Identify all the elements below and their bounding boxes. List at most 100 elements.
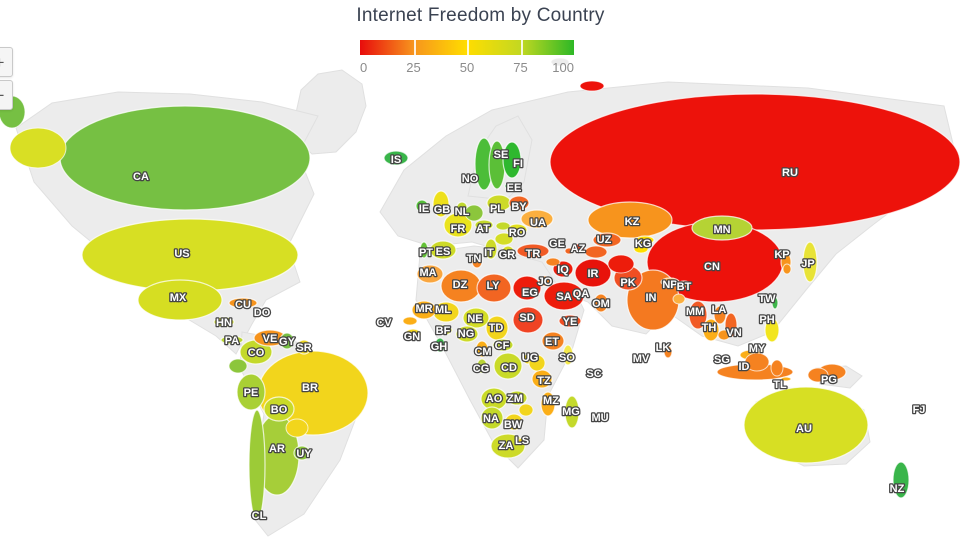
country-patch[interactable] xyxy=(545,257,561,267)
country-patch[interactable] xyxy=(495,221,511,231)
country-region-sa[interactable] xyxy=(543,281,585,311)
country-region-ly[interactable] xyxy=(476,273,512,303)
country-patch[interactable] xyxy=(550,57,570,67)
country-region-bo[interactable] xyxy=(263,396,295,422)
country-region-it[interactable] xyxy=(484,238,498,260)
country-region-ne[interactable] xyxy=(462,307,490,329)
country-region-dz[interactable] xyxy=(440,269,482,303)
country-region-jp[interactable] xyxy=(802,241,818,283)
country-region-np[interactable] xyxy=(660,277,680,287)
zoom-in-button[interactable]: + xyxy=(0,47,13,77)
country-region-ca[interactable] xyxy=(59,105,311,211)
country-patch[interactable] xyxy=(633,244,649,254)
country-region-ml[interactable] xyxy=(432,301,460,323)
country-region-pa[interactable] xyxy=(220,335,244,345)
country-patch[interactable] xyxy=(782,263,792,275)
country-region-ye[interactable] xyxy=(558,314,582,328)
country-region-bt[interactable] xyxy=(677,280,691,288)
country-region-tr[interactable] xyxy=(516,243,550,259)
country-region-mm[interactable] xyxy=(688,300,708,330)
country-region-tl[interactable] xyxy=(780,376,792,382)
country-region-ge[interactable] xyxy=(549,238,565,248)
country-patch[interactable] xyxy=(528,354,546,372)
country-region-nl[interactable] xyxy=(456,201,468,213)
country-region-jo[interactable] xyxy=(538,275,552,287)
country-region-fi[interactable] xyxy=(502,141,522,179)
country-patch[interactable] xyxy=(607,254,635,274)
country-region-by[interactable] xyxy=(508,195,530,211)
country-patch[interactable] xyxy=(9,127,67,169)
country-region-om[interactable] xyxy=(593,293,609,313)
country-patch[interactable] xyxy=(672,293,686,305)
country-region-uz[interactable] xyxy=(592,232,622,248)
country-region-sd[interactable] xyxy=(512,306,544,334)
country-patch[interactable] xyxy=(579,80,605,92)
country-region-gy[interactable] xyxy=(279,332,295,350)
country-region-so[interactable] xyxy=(562,344,574,366)
country-region-pl[interactable] xyxy=(486,194,512,212)
country-region-gh[interactable] xyxy=(434,337,446,353)
country-region-fr[interactable] xyxy=(443,212,473,238)
zoom-out-button[interactable]: − xyxy=(0,80,13,110)
country-patch[interactable] xyxy=(717,329,731,341)
country-region-at[interactable] xyxy=(474,219,494,231)
country-region-ng[interactable] xyxy=(455,325,479,343)
country-patch[interactable] xyxy=(807,367,829,383)
country-patch[interactable] xyxy=(464,204,484,222)
country-region-sg[interactable] xyxy=(723,358,731,364)
country-region-gn[interactable] xyxy=(404,328,422,340)
country-region-pt[interactable] xyxy=(419,241,429,259)
country-patch[interactable] xyxy=(744,352,770,372)
country-region-la[interactable] xyxy=(713,305,727,325)
country-region-ua[interactable] xyxy=(520,209,554,229)
country-region-cm[interactable] xyxy=(475,340,489,358)
country-region-mn[interactable] xyxy=(691,215,753,241)
country-region-mz[interactable] xyxy=(540,391,556,417)
country-region-cg[interactable] xyxy=(476,358,488,374)
country-region-ro[interactable] xyxy=(506,223,528,237)
country-region-mx[interactable] xyxy=(137,279,223,321)
country-region-ir[interactable] xyxy=(574,258,612,288)
country-region-na[interactable] xyxy=(480,406,504,430)
country-region-nz[interactable] xyxy=(892,461,910,499)
country-region-bw[interactable] xyxy=(504,413,524,431)
country-patch[interactable] xyxy=(564,247,574,255)
country-region-kg[interactable] xyxy=(635,235,655,245)
country-patch[interactable] xyxy=(285,418,309,438)
country-region-sr[interactable] xyxy=(296,339,312,355)
country-region-et[interactable] xyxy=(541,331,565,351)
country-region-ie[interactable] xyxy=(415,199,429,213)
country-region-eg[interactable] xyxy=(512,275,542,301)
country-region-lk[interactable] xyxy=(663,345,673,359)
country-region-zm[interactable] xyxy=(506,390,528,406)
country-region-th[interactable] xyxy=(702,318,720,342)
country-region-tz[interactable] xyxy=(531,369,553,389)
country-region-ee[interactable] xyxy=(504,181,520,191)
country-region-pe[interactable] xyxy=(236,373,266,411)
country-region-se[interactable] xyxy=(488,140,506,190)
country-region-tn[interactable] xyxy=(471,255,483,269)
country-region-qa[interactable] xyxy=(576,289,586,297)
country-patch[interactable] xyxy=(402,316,418,326)
country-region-za[interactable] xyxy=(490,433,526,459)
country-region-ma[interactable] xyxy=(416,264,444,284)
country-region-cd[interactable] xyxy=(493,352,523,380)
country-region-gb[interactable] xyxy=(432,190,450,218)
country-region-bf[interactable] xyxy=(435,324,453,336)
country-region-kz[interactable] xyxy=(587,201,673,239)
country-patch[interactable] xyxy=(584,245,608,259)
country-region-hn[interactable] xyxy=(213,316,235,328)
country-region-mr[interactable] xyxy=(411,300,437,320)
country-region-mg[interactable] xyxy=(564,395,580,429)
country-region-cf[interactable] xyxy=(492,338,514,352)
country-region-gr[interactable] xyxy=(501,245,515,259)
country-region-ls[interactable] xyxy=(517,437,527,445)
country-region-es[interactable] xyxy=(429,240,457,260)
country-patch[interactable] xyxy=(494,232,514,246)
country-patch[interactable] xyxy=(770,359,784,377)
country-patch[interactable] xyxy=(228,358,248,374)
country-region-cu[interactable] xyxy=(228,297,258,309)
country-region-ph[interactable] xyxy=(764,317,780,343)
country-region-tw[interactable] xyxy=(771,296,779,310)
